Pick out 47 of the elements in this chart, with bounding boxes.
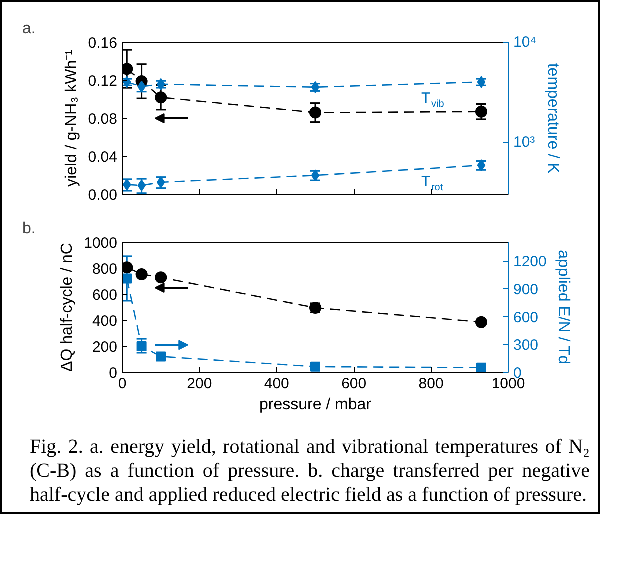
point (477, 76, 486, 88)
point (310, 106, 322, 119)
y2-tick-label: 1200 (514, 254, 547, 271)
x-tick-label: 400 (264, 376, 290, 392)
point (122, 76, 132, 88)
caption: Fig. 2. a. energy yield, rotational and vibrational temperatures of N₂ (C-B) as a function of pressure. b. charge transferred per negative half-cycle and applied reduced electric field as a function of pressure. (30, 435, 590, 507)
point (310, 362, 320, 372)
point (475, 316, 488, 328)
point (122, 178, 132, 191)
point (122, 274, 132, 284)
y2-tick-label: 10³ (514, 134, 536, 151)
y2-tick-label: 600 (514, 309, 539, 326)
y-tick-label: 400 (92, 313, 118, 330)
point (155, 92, 168, 104)
y-tick-label: 0.08 (88, 111, 118, 128)
y-axis-title: ΔQ half-cycle / nC (59, 243, 76, 372)
y-tick-label: 0.00 (88, 187, 118, 204)
y-axis-title: yield / g-NH₃ kWh⁻¹ (63, 50, 80, 187)
point (122, 262, 134, 274)
point (122, 63, 134, 76)
point (155, 272, 168, 284)
y-tick-label: 0.04 (88, 149, 118, 166)
y2-axis-title: applied E/N / Td (554, 250, 572, 365)
y2-tick-label: 900 (514, 281, 539, 298)
x-tick-label: 200 (187, 376, 212, 392)
y-tick-label: 600 (92, 287, 118, 304)
x-tick-label: 800 (418, 376, 444, 392)
point (311, 81, 320, 94)
y-tick-label: 1000 (84, 235, 118, 252)
point (476, 362, 486, 372)
point (156, 352, 166, 362)
y2-tick-label: 300 (514, 337, 539, 354)
y2-tick-label: 10⁴ (514, 34, 537, 51)
y-tick-label: 0.12 (88, 73, 118, 90)
x-axis-title: pressure / mbar (259, 396, 372, 414)
chart-title: b. (22, 220, 36, 238)
x-tick-label: 600 (342, 376, 367, 392)
y-tick-label: 0.16 (88, 35, 118, 52)
point (156, 78, 166, 90)
y-tick-label: 800 (92, 261, 118, 278)
point (475, 106, 488, 118)
y-tick-label: 200 (92, 339, 118, 356)
point (136, 342, 147, 352)
y2-axis-title: temperature / K (544, 63, 562, 174)
point (136, 268, 148, 280)
y-tick-label: 0 (109, 365, 118, 382)
chart-title: a. (22, 20, 36, 38)
